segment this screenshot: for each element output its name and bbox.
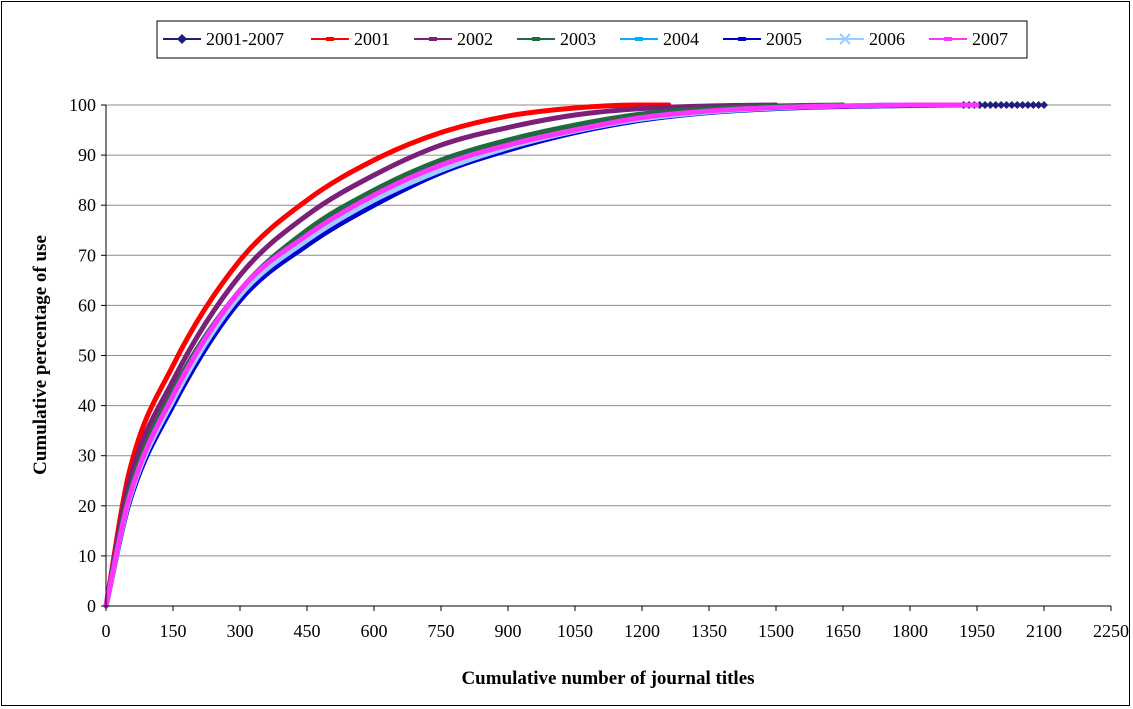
x-tick-label: 1350 (691, 621, 727, 641)
series-point (1007, 101, 1016, 109)
x-tick-label: 750 (428, 621, 455, 641)
series-2001 (103, 102, 672, 609)
series-point (986, 101, 995, 109)
legend-marker (839, 33, 851, 45)
x-tick-label: 1800 (892, 621, 928, 641)
legend-label: 2003 (560, 29, 596, 49)
series-point (1040, 101, 1048, 109)
series-point (1018, 101, 1027, 109)
legend-item-2007: 2007 (929, 29, 1008, 49)
legend-marker (532, 37, 540, 41)
x-tick-label: 1650 (825, 621, 861, 641)
series-2002 (103, 102, 779, 609)
legend-item-2001: 2001 (311, 29, 390, 49)
series-point (981, 101, 990, 109)
series-point (997, 101, 1006, 109)
legend-item-2001-2007: 2001-2007 (163, 29, 284, 49)
x-tick-label: 1200 (624, 621, 660, 641)
legend-label: 2007 (972, 29, 1008, 49)
x-tick-label: 150 (160, 621, 187, 641)
y-tick-label: 100 (69, 95, 96, 115)
x-tick-label: 2250 (1093, 621, 1129, 641)
legend-label: 2001-2007 (206, 29, 284, 49)
legend-box (156, 20, 1028, 59)
y-tick-label: 0 (87, 596, 96, 616)
legend-marker (326, 37, 334, 41)
y-tick-label: 70 (78, 245, 96, 265)
x-tick-label: 0 (102, 621, 111, 641)
series-line (103, 102, 672, 609)
legend-label: 2001 (354, 29, 390, 49)
y-tick-label: 90 (78, 145, 96, 165)
x-axis-title: Cumulative number of journal titles (461, 668, 754, 689)
series-point (1013, 101, 1022, 109)
x-tick-label: 1950 (959, 621, 995, 641)
x-tick-label: 900 (495, 621, 522, 641)
legend-marker (738, 37, 746, 41)
y-tick-label: 50 (78, 346, 96, 366)
x-ticks: 0 150 300 450 600 750 900 1050 1200 1350 1500 1650 1… (102, 606, 1129, 641)
series-point (991, 101, 1000, 109)
x-tick-label: 300 (227, 621, 254, 641)
y-tick-label: 80 (78, 195, 96, 215)
legend-item-2006: 2006 (826, 29, 905, 49)
series-line (103, 102, 980, 609)
y-ticks: 0 10 20 30 40 50 60 70 80 90 100 (69, 95, 106, 616)
y-tick-label: 10 (78, 546, 96, 566)
legend-marker (944, 37, 952, 41)
x-tick-label: 1050 (557, 621, 593, 641)
legend: 2001-2007 2001 2002 2003 2004 2005 2006 2007 (156, 20, 1028, 59)
series-point (1034, 101, 1043, 109)
legend-marker (429, 37, 437, 41)
legend-label: 2005 (766, 29, 802, 49)
y-axis-title: Cumulative percentage of use (30, 235, 51, 475)
y-tick-label: 20 (78, 496, 96, 516)
y-tick-label: 40 (78, 396, 96, 416)
legend-item-2002: 2002 (414, 29, 493, 49)
legend-marker (635, 37, 643, 41)
series-2007 (103, 102, 980, 609)
legend-label: 2004 (663, 29, 699, 49)
y-tick-label: 30 (78, 446, 96, 466)
legend-label: 2006 (869, 29, 905, 49)
series-point (1002, 101, 1011, 109)
legend-marker (177, 34, 187, 44)
legend-item-2003: 2003 (517, 29, 596, 49)
legend-label: 2002 (457, 29, 493, 49)
x-tick-label: 450 (294, 621, 321, 641)
series-layer (103, 101, 1048, 609)
series-line (103, 102, 779, 609)
series-point (1029, 101, 1038, 109)
y-tick-label: 60 (78, 295, 96, 315)
x-tick-label: 600 (361, 621, 388, 641)
legend-item-2005: 2005 (723, 29, 802, 49)
x-tick-label: 1500 (758, 621, 794, 641)
legend-item-2004: 2004 (620, 29, 699, 49)
x-tick-label: 2100 (1026, 621, 1062, 641)
series-point (1023, 101, 1032, 109)
